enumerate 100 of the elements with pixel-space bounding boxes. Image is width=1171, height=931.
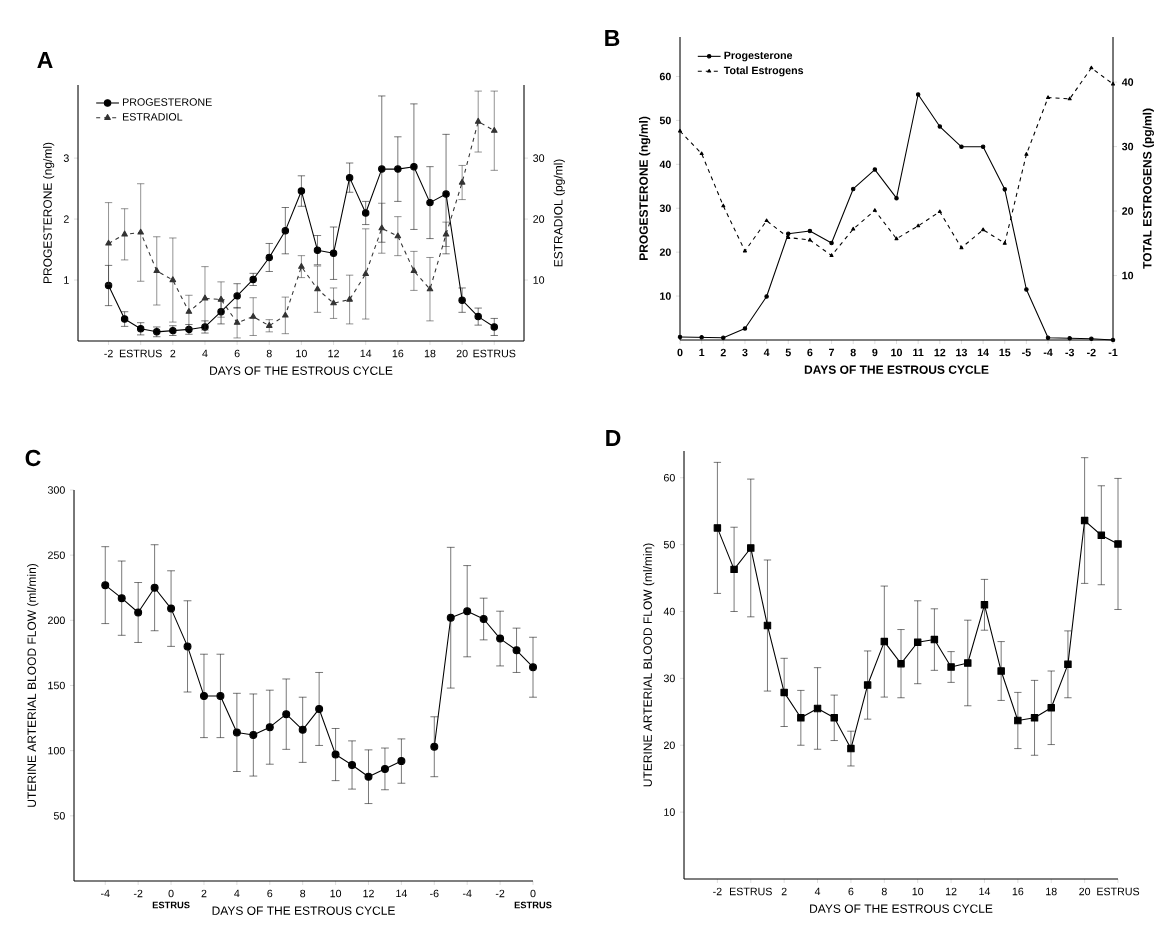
x-tick-label: 0 — [168, 889, 174, 898]
x-tick-label: 6 — [234, 349, 240, 358]
x-tick-label: -4 — [462, 889, 472, 898]
x-tick-label: 8 — [881, 887, 887, 896]
y-axis-title: UTERINE ARTERIAL BLOOD FLOW (ml/min) — [643, 543, 655, 787]
x-tick-label: -3 — [1065, 348, 1075, 357]
y2-axis-title: TOTAL ESTROGENS (pg/ml) — [1142, 108, 1154, 269]
x-tick-label: 12 — [328, 349, 339, 358]
chart-title: B — [605, 30, 620, 46]
x-tick-label: ESTRUS — [119, 349, 162, 358]
y-tick-label: 30 — [659, 204, 671, 213]
x-tick-label: 10 — [330, 889, 342, 898]
y-tick-label: 50 — [663, 540, 675, 549]
x-tick-label: 14 — [979, 887, 991, 896]
x-tick-label: 2 — [170, 349, 176, 358]
y-tick-label: 300 — [47, 486, 65, 494]
x-tick-label: -4 — [1043, 348, 1053, 357]
x-tick-label: 8 — [266, 349, 272, 358]
y-axis-title: PROGESTERONE (ng/ml) — [639, 116, 651, 261]
x-tick-label: 4 — [234, 889, 240, 898]
x-tick-label: ESTRUS — [1097, 887, 1140, 896]
y-tick-label: 40 — [659, 160, 671, 169]
x-tick-label: -1 — [1108, 348, 1118, 357]
y-tick-label: 100 — [48, 746, 65, 755]
x-tick-label: 12 — [934, 348, 946, 357]
y-tick-label: 3 — [63, 154, 69, 162]
chart-title: D — [606, 430, 621, 446]
x-tick-label: -6 — [430, 889, 439, 898]
x-tick-label: 6 — [807, 348, 813, 357]
x-tick-label: 16 — [392, 349, 404, 358]
y2-tick-label: 30 — [533, 154, 545, 162]
x-tick-label: 20 — [456, 349, 468, 358]
y2-tick-label: 20 — [1122, 207, 1134, 215]
y-tick-label: 250 — [48, 551, 65, 559]
x-tick-label: 4 — [763, 348, 770, 357]
x-tick-label: 2 — [720, 348, 726, 357]
y-tick-label: 1 — [64, 276, 69, 284]
x-tick-label: ESTRUS — [473, 349, 516, 358]
x-tick-label: -2 — [713, 887, 722, 896]
y2-axis-title: ESTRADIOL (pg/ml) — [553, 159, 565, 267]
text: ESTRUS — [514, 901, 552, 909]
x-tick-label: 15 — [999, 348, 1011, 357]
x-axis-title: DAYS OF THE ESTROUS CYCLE — [212, 906, 395, 915]
x-tick-label: 0 — [530, 889, 536, 898]
x-tick-label: 1 — [699, 348, 705, 357]
y-tick-label: 10 — [664, 808, 675, 816]
y-tick-label: 60 — [663, 473, 675, 482]
x-tick-label: 13 — [956, 348, 967, 357]
x-tick-label: 16 — [1012, 887, 1024, 896]
x-tick-label: 2 — [781, 887, 787, 896]
y2-tick-label: 30 — [1121, 142, 1134, 151]
x-tick-label: -2 — [1087, 348, 1096, 357]
x-tick-label: 7 — [829, 348, 835, 357]
x-tick-label: -5 — [1022, 348, 1031, 357]
y2-tick-label: 20 — [533, 215, 545, 223]
legend-label: Total Estrogens — [723, 66, 804, 77]
x-tick-label: 3 — [742, 348, 748, 357]
x-tick-label: 0 — [677, 348, 683, 357]
x-tick-label: 10 — [912, 887, 924, 896]
y2-tick-label: 40 — [1121, 78, 1134, 86]
y-tick-label: 20 — [663, 741, 675, 750]
x-tick-label: 11 — [913, 348, 924, 357]
x-tick-label: -2 — [133, 889, 143, 898]
x-tick-label: -2 — [104, 349, 113, 358]
x-tick-label: 2 — [201, 889, 207, 898]
x-tick-label: 14 — [977, 348, 989, 357]
legend-label: ESTRADIOL — [123, 113, 183, 121]
x-tick-label: ESTRUS — [730, 887, 772, 896]
y2-tick-label: 10 — [533, 276, 545, 284]
text: ESTRUS — [152, 901, 190, 909]
y-tick-label: 2 — [63, 215, 69, 223]
y2-tick-label: 10 — [1122, 271, 1134, 280]
chart-title: C — [25, 449, 41, 467]
x-tick-label: 10 — [296, 349, 307, 358]
y-tick-label: 50 — [53, 812, 65, 820]
x-tick-label: 6 — [267, 889, 273, 898]
x-tick-label: 9 — [872, 348, 878, 357]
x-axis-title: DAYS OF THE ESTROUS CYCLE — [810, 904, 993, 913]
x-tick-label: 18 — [1046, 887, 1057, 896]
x-tick-label: 12 — [363, 889, 374, 898]
y-tick-label: 10 — [660, 292, 671, 300]
chart-title: A — [37, 52, 53, 68]
y-tick-label: 60 — [659, 72, 671, 81]
x-tick-label: 8 — [850, 348, 856, 357]
x-tick-label: 6 — [848, 887, 854, 896]
x-tick-label: 20 — [1079, 887, 1091, 896]
legend-label: Progesterone — [724, 51, 793, 62]
x-axis-title: DAYS OF THE ESTROUS CYCLE — [210, 366, 393, 375]
x-tick-label: 14 — [360, 349, 372, 358]
x-tick-label: 5 — [785, 348, 791, 357]
y-tick-label: 40 — [663, 607, 675, 616]
x-tick-label: -2 — [495, 889, 505, 898]
y-tick-label: 30 — [663, 674, 675, 683]
y-axis-title: PROGESTERONE (ng/ml) — [43, 142, 55, 284]
y-tick-label: 50 — [659, 116, 671, 125]
x-tick-label: 10 — [891, 348, 902, 357]
y-tick-label: 20 — [659, 248, 671, 256]
x-tick-label: -4 — [101, 889, 110, 898]
y-tick-label: 200 — [48, 616, 65, 625]
y-tick-label: 150 — [48, 681, 65, 690]
